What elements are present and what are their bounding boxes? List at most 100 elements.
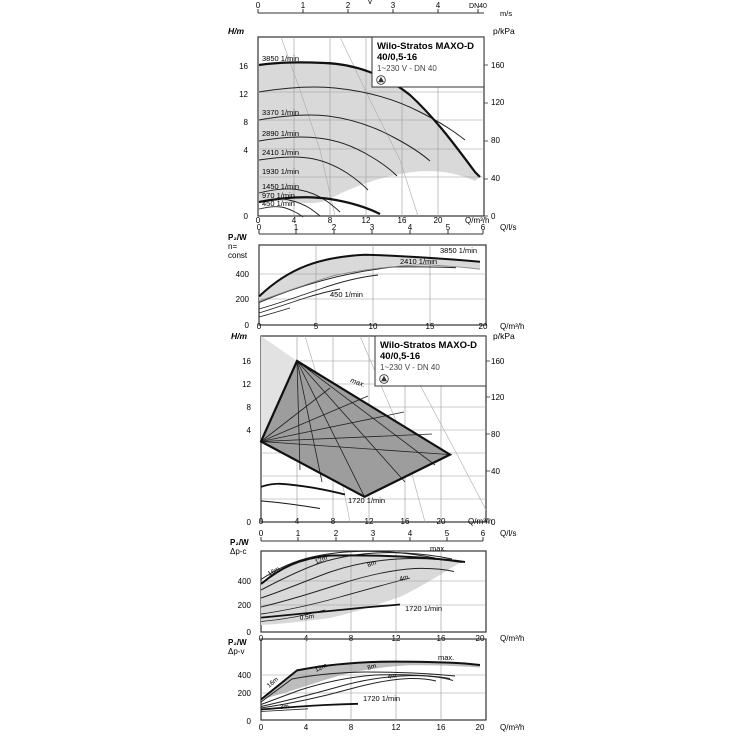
svg-text:p/kPa: p/kPa: [493, 26, 515, 36]
svg-text:20: 20: [476, 723, 485, 732]
svg-text:4: 4: [436, 1, 441, 10]
svg-text:DN40: DN40: [469, 3, 487, 10]
svg-text:40/0,5-16: 40/0,5-16: [377, 52, 417, 63]
svg-text:4: 4: [408, 223, 413, 232]
svg-text:4: 4: [304, 723, 309, 732]
svg-text:0: 0: [257, 223, 262, 232]
svg-text:P₂/W: P₂/W: [228, 638, 247, 647]
svg-text:0: 0: [247, 518, 252, 527]
svg-text:2: 2: [334, 529, 339, 538]
svg-text:40/0,5-16: 40/0,5-16: [380, 351, 420, 362]
svg-text:5: 5: [445, 529, 450, 538]
svg-text:0: 0: [491, 212, 496, 221]
svg-text:400: 400: [236, 270, 250, 279]
svg-text:Q/m³/h: Q/m³/h: [500, 322, 524, 331]
svg-text:5: 5: [446, 223, 451, 232]
svg-text:20: 20: [437, 517, 446, 526]
svg-text:4: 4: [247, 426, 252, 435]
svg-text:80: 80: [491, 136, 500, 145]
svg-text:4: 4: [295, 517, 300, 526]
svg-text:1720 1/min: 1720 1/min: [405, 604, 442, 613]
svg-text:0: 0: [259, 529, 264, 538]
svg-text:P₂/W: P₂/W: [230, 538, 249, 547]
svg-text:P₂/W: P₂/W: [228, 233, 247, 242]
svg-text:16: 16: [437, 723, 446, 732]
svg-text:4: 4: [408, 529, 413, 538]
svg-text:2: 2: [332, 223, 337, 232]
svg-text:12: 12: [365, 517, 374, 526]
svg-text:1930 1/min: 1930 1/min: [262, 167, 299, 176]
svg-text:16: 16: [401, 517, 410, 526]
svg-text:10: 10: [369, 322, 378, 331]
svg-text:12: 12: [392, 723, 401, 732]
svg-text:max.: max.: [430, 544, 446, 553]
svg-text:Q/m³/h: Q/m³/h: [468, 517, 492, 526]
svg-text:1~230 V - DN 40: 1~230 V - DN 40: [377, 64, 437, 73]
svg-text:1450 1/min: 1450 1/min: [262, 182, 299, 191]
svg-text:200: 200: [236, 295, 250, 304]
svg-text:0: 0: [245, 321, 250, 330]
svg-text:Q/l/s: Q/l/s: [500, 529, 516, 538]
svg-text:H/m: H/m: [228, 26, 245, 36]
svg-text:0: 0: [257, 322, 262, 331]
svg-text:0: 0: [247, 717, 252, 726]
svg-text:1: 1: [294, 223, 299, 232]
svg-text:3370 1/min: 3370 1/min: [262, 108, 299, 117]
svg-text:Δp-c: Δp-c: [230, 547, 246, 556]
svg-text:80: 80: [491, 430, 500, 439]
svg-text:3: 3: [391, 1, 396, 10]
svg-text:40: 40: [491, 174, 500, 183]
svg-text:1~230 V - DN 40: 1~230 V - DN 40: [380, 363, 440, 372]
svg-text:3: 3: [370, 223, 375, 232]
svg-text:3850 1/min: 3850 1/min: [262, 54, 299, 63]
svg-text:6: 6: [481, 223, 486, 232]
svg-text:120: 120: [491, 98, 505, 107]
svg-text:12: 12: [239, 90, 248, 99]
svg-text:n=: n=: [228, 242, 237, 251]
svg-text:12: 12: [242, 380, 251, 389]
svg-text:Wilo-Stratos MAXO-D: Wilo-Stratos MAXO-D: [377, 41, 474, 52]
svg-text:120: 120: [491, 393, 505, 402]
svg-text:Wilo-Stratos MAXO-D: Wilo-Stratos MAXO-D: [380, 340, 477, 351]
svg-text:Δp-v: Δp-v: [228, 647, 244, 656]
svg-text:450 1/min: 450 1/min: [262, 199, 295, 208]
svg-text:2890 1/min: 2890 1/min: [262, 129, 299, 138]
svg-text:16: 16: [398, 216, 407, 225]
svg-text:8: 8: [349, 723, 354, 732]
svg-text:3m: 3m: [279, 703, 289, 711]
svg-text:2410 1/min: 2410 1/min: [262, 148, 299, 157]
svg-text:0: 0: [256, 1, 261, 10]
svg-text:0: 0: [244, 212, 249, 221]
svg-text:0: 0: [247, 628, 252, 637]
svg-text:3: 3: [371, 529, 376, 538]
svg-text:6: 6: [481, 529, 486, 538]
svg-text:160: 160: [491, 61, 505, 70]
svg-text:20: 20: [434, 216, 443, 225]
svg-text:const: const: [228, 251, 248, 260]
svg-text:400: 400: [238, 577, 252, 586]
svg-text:16: 16: [242, 357, 251, 366]
svg-text:15: 15: [426, 322, 435, 331]
svg-text:Q/m³/h: Q/m³/h: [500, 723, 524, 732]
svg-text:1720 1/min: 1720 1/min: [348, 496, 385, 505]
svg-text:Q/l/s: Q/l/s: [500, 223, 516, 232]
svg-text:16: 16: [239, 62, 248, 71]
svg-text:400: 400: [238, 671, 252, 680]
svg-text:160: 160: [491, 357, 505, 366]
svg-text:1720 1/min: 1720 1/min: [363, 694, 400, 703]
svg-text:max.: max.: [438, 653, 454, 662]
svg-text:3850 1/min: 3850 1/min: [440, 246, 477, 255]
svg-text:40: 40: [491, 467, 500, 476]
svg-text:4: 4: [244, 146, 249, 155]
svg-text:8: 8: [247, 403, 252, 412]
svg-text:Q/m³/h: Q/m³/h: [465, 216, 489, 225]
svg-text:20: 20: [479, 322, 488, 331]
svg-text:8: 8: [331, 517, 336, 526]
svg-text:1: 1: [301, 1, 306, 10]
svg-text:0: 0: [259, 723, 264, 732]
svg-text:2: 2: [346, 1, 351, 10]
svg-text:1: 1: [296, 529, 301, 538]
svg-text:H/m: H/m: [231, 331, 248, 341]
svg-text:Q/m³/h: Q/m³/h: [500, 634, 524, 643]
svg-text:2410 1/min: 2410 1/min: [400, 257, 437, 266]
